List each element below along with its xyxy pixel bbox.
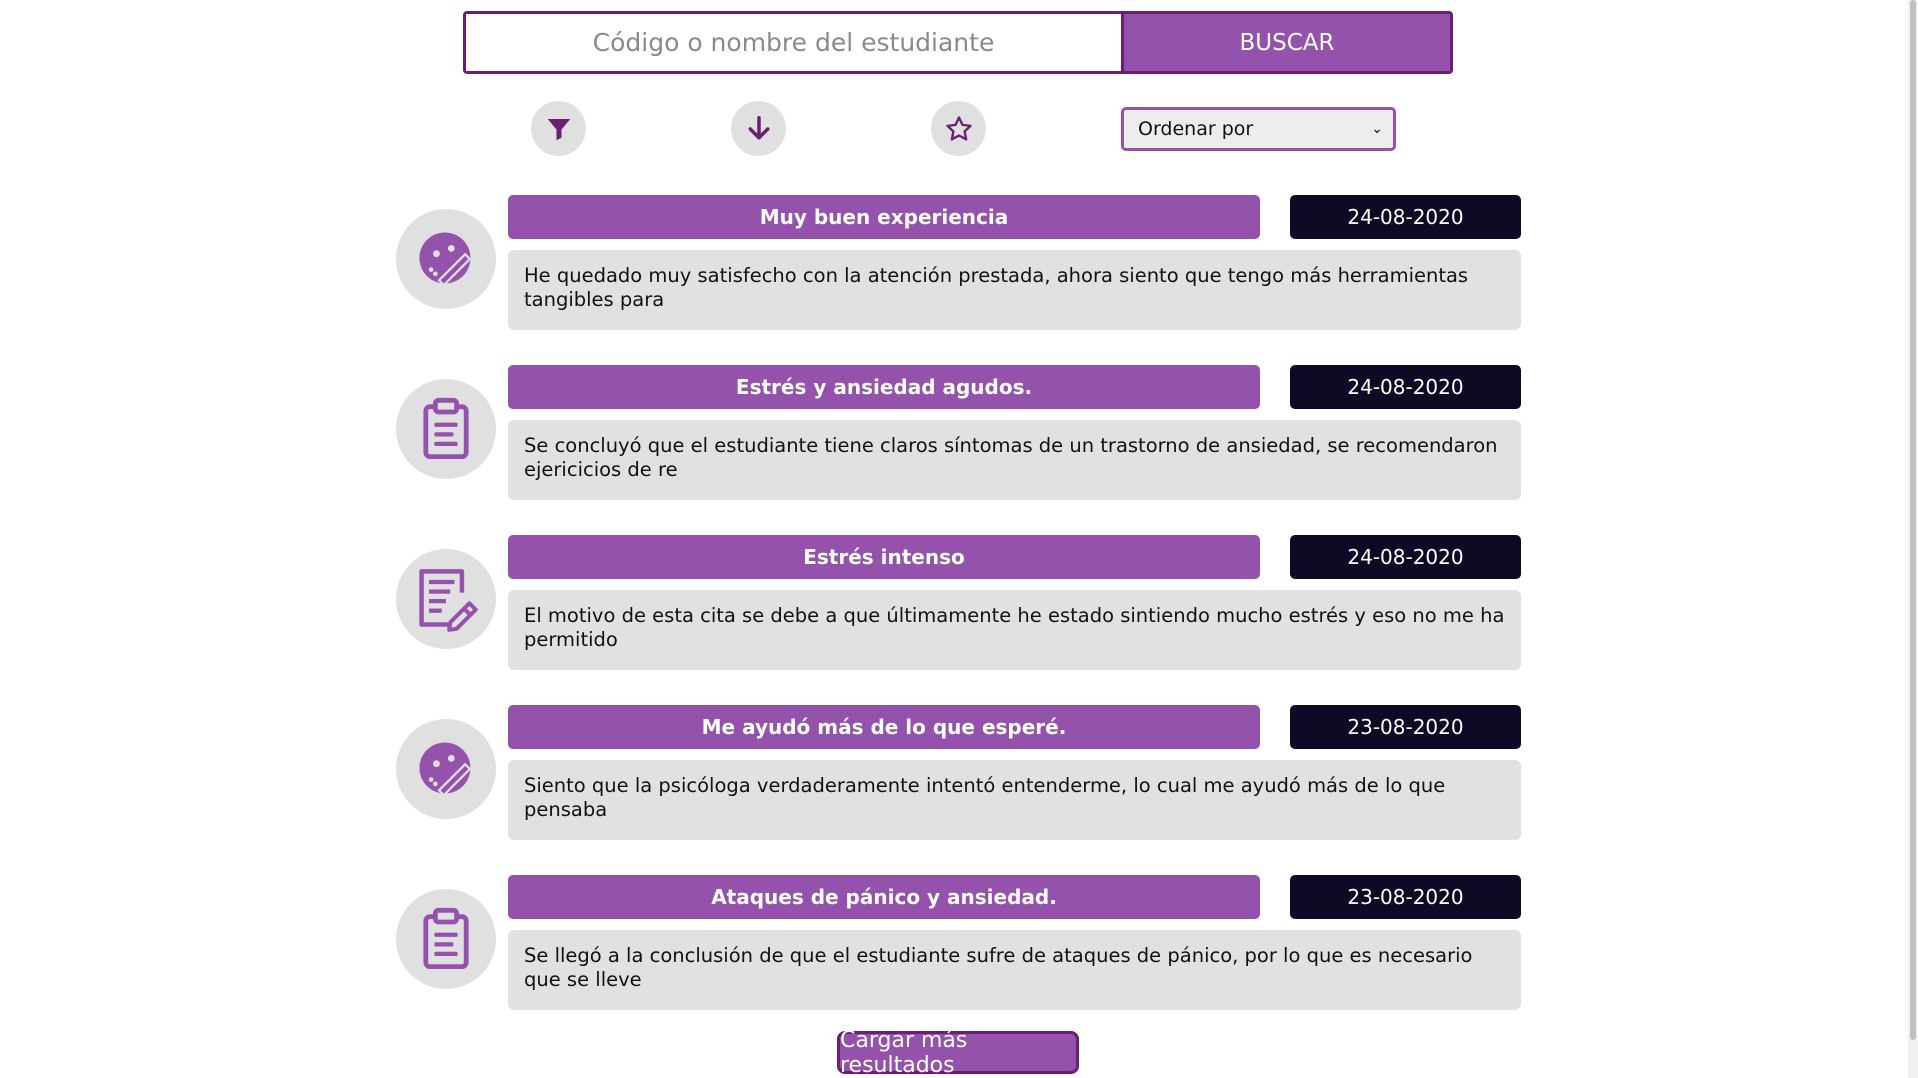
scrollbar-thumb[interactable] xyxy=(1910,0,1916,1040)
record-body: He quedado muy satisfecho con la atenció… xyxy=(508,250,1521,330)
record-date: 24-08-2020 xyxy=(1290,365,1521,409)
record-avatar xyxy=(396,889,496,989)
search-bar: BUSCAR xyxy=(463,11,1453,74)
record-body: Se concluyó que el estudiante tiene clar… xyxy=(508,420,1521,500)
record-title: Estrés intenso xyxy=(508,535,1260,579)
scrollbar[interactable] xyxy=(1908,0,1918,1078)
record-body: Se llegó a la conclusión de que el estud… xyxy=(508,930,1521,1010)
record-title: Me ayudó más de lo que esperé. xyxy=(508,705,1260,749)
record-avatar xyxy=(396,719,496,819)
filter-icon xyxy=(547,118,570,140)
record-date: 23-08-2020 xyxy=(1290,875,1521,919)
face-pen-icon xyxy=(419,742,472,797)
star-icon xyxy=(945,115,972,141)
record-avatar xyxy=(396,549,496,649)
clipboard-icon xyxy=(423,397,469,460)
filter-button[interactable] xyxy=(531,101,586,156)
record-date: 23-08-2020 xyxy=(1290,705,1521,749)
record-item[interactable]: Estrés intenso 24-08-2020 El motivo de e… xyxy=(396,535,1522,670)
arrow-down-icon xyxy=(748,115,769,139)
record-avatar xyxy=(396,379,496,479)
document-edit-icon xyxy=(419,569,478,632)
record-item[interactable]: Me ayudó más de lo que esperé. 23-08-202… xyxy=(396,705,1522,840)
record-body: Siento que la psicóloga verdaderamente i… xyxy=(508,760,1521,840)
face-pen-icon xyxy=(419,232,472,287)
sort-select-label: Ordenar por xyxy=(1138,118,1254,140)
record-date: 24-08-2020 xyxy=(1290,535,1521,579)
record-avatar xyxy=(396,209,496,309)
favorite-button[interactable] xyxy=(931,101,986,156)
record-item[interactable]: Ataques de pánico y ansiedad. 23-08-2020… xyxy=(396,875,1522,1010)
record-date: 24-08-2020 xyxy=(1290,195,1521,239)
record-item[interactable]: Muy buen experiencia 24-08-2020 He queda… xyxy=(396,195,1522,330)
search-button[interactable]: BUSCAR xyxy=(1124,14,1450,71)
record-title: Ataques de pánico y ansiedad. xyxy=(508,875,1260,919)
record-title: Estrés y ansiedad agudos. xyxy=(508,365,1260,409)
record-item[interactable]: Estrés y ansiedad agudos. 24-08-2020 Se … xyxy=(396,365,1522,500)
record-body: El motivo de esta cita se debe a que últ… xyxy=(508,590,1521,670)
clipboard-icon xyxy=(423,907,469,970)
load-more-button[interactable]: Cargar más resultados xyxy=(837,1028,1079,1078)
search-input[interactable] xyxy=(466,14,1124,71)
download-button[interactable] xyxy=(731,101,786,156)
chevron-down-icon: ⌄ xyxy=(1371,121,1383,137)
sort-select[interactable]: Ordenar por ⌄ xyxy=(1121,107,1396,151)
record-title: Muy buen experiencia xyxy=(508,195,1260,239)
